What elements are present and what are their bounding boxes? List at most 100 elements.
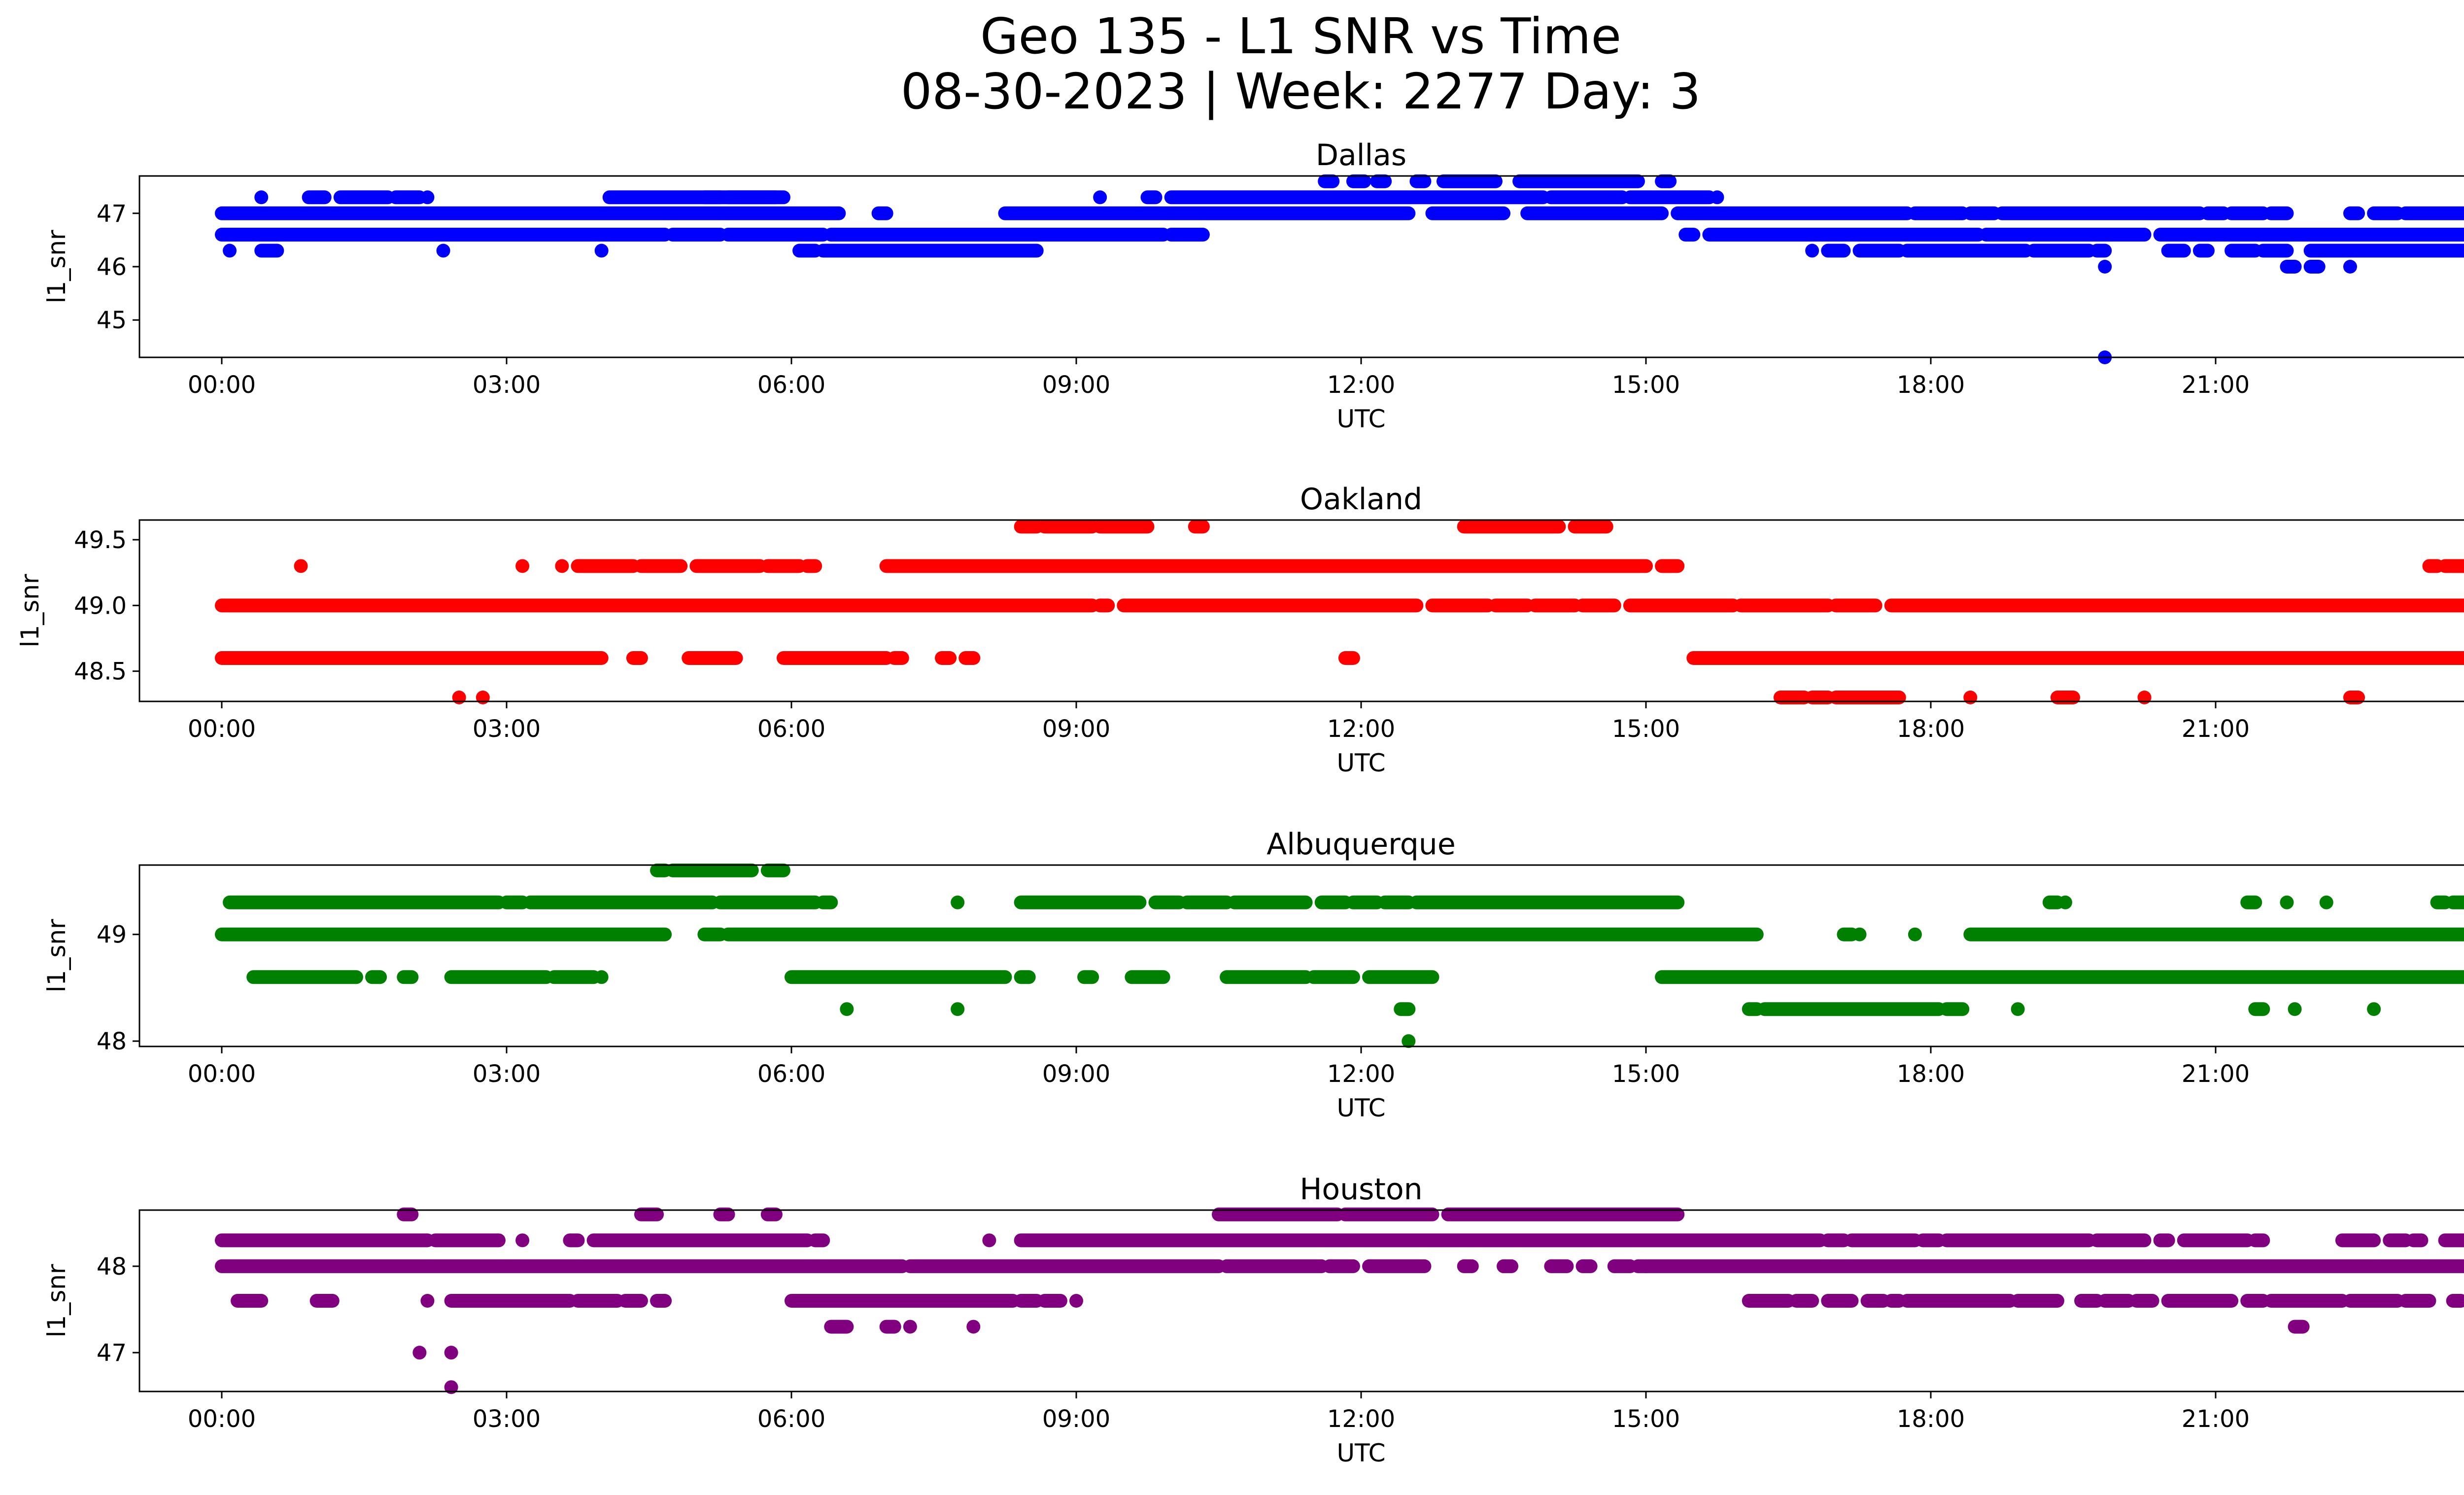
y-axis-label: l1_snr: [42, 1264, 71, 1337]
x-tick-label: 00:00: [188, 715, 256, 743]
x-tick-label: 21:00: [2182, 1405, 2250, 1433]
x-tick-label: 21:00: [2182, 1060, 2250, 1088]
x-tick-label: 18:00: [1897, 1060, 1965, 1088]
data-point: [1069, 1294, 1083, 1308]
data-point: [1402, 1034, 1416, 1048]
x-tick-label: 21:00: [2182, 371, 2250, 399]
x-tick-label: 18:00: [1897, 715, 1965, 743]
data-point: [951, 1002, 965, 1016]
data-point: [515, 1233, 530, 1248]
data-point: [1805, 243, 1819, 258]
x-tick-label: 12:00: [1327, 1405, 1395, 1433]
figure-title: Geo 135 - L1 SNR vs Time 08-30-2023 | We…: [0, 9, 2464, 119]
data-point: [903, 1320, 917, 1334]
data-point: [2098, 260, 2112, 274]
data-point: [420, 190, 435, 205]
data-point: [840, 1002, 854, 1016]
y-tick-label: 47: [97, 1339, 127, 1367]
data-point: [420, 1294, 435, 1308]
y-tick-label: 47: [97, 200, 127, 228]
x-tick-label: 09:00: [1042, 1405, 1110, 1433]
data-point: [223, 243, 237, 258]
x-tick-label: 09:00: [1042, 371, 1110, 399]
x-tick-label: 06:00: [757, 371, 825, 399]
scatter-points: [214, 1207, 2464, 1394]
x-tick-label: 03:00: [473, 1060, 541, 1088]
axes-frame: [138, 864, 2464, 1047]
x-tick-label: 03:00: [473, 715, 541, 743]
data-point: [476, 691, 490, 704]
data-point: [2137, 691, 2152, 704]
x-tick-label: 09:00: [1042, 1060, 1110, 1088]
data-point: [2280, 895, 2294, 909]
data-point: [2288, 1002, 2302, 1016]
scatter-points: [214, 863, 2464, 1048]
x-tick-label: 15:00: [1612, 715, 1680, 743]
x-tick-label: 12:00: [1327, 371, 1395, 399]
data-point: [555, 559, 569, 573]
subplot-dallas: Dallas 00:00 03:00 06:00 09:00 12:00 15:00 18:0…: [42, 138, 2464, 433]
scatter-points: [214, 520, 2464, 704]
y-axis-label: l1_snr: [42, 230, 71, 303]
x-tick-label: 12:00: [1327, 715, 1395, 743]
x-tick-label: 00:00: [188, 1405, 256, 1433]
data-point: [444, 1346, 458, 1360]
x-tick-label: 15:00: [1612, 1060, 1680, 1088]
x-axis-label: UTC: [1336, 1094, 1385, 1122]
data-point: [254, 190, 269, 205]
data-point: [966, 1320, 981, 1334]
x-axis-label: UTC: [1336, 749, 1385, 777]
subplot-title: Albuquerque: [1266, 827, 1456, 862]
data-point: [2319, 895, 2333, 909]
x-tick-label: 18:00: [1897, 1405, 1965, 1433]
x-axis-label: UTC: [1336, 1439, 1385, 1467]
subplot-houston: Houston 00:00 03:00 06:00 09:00 12:00 15:00 18:…: [42, 1172, 2464, 1467]
x-tick-label: 00:00: [188, 1060, 256, 1088]
x-tick-label: 06:00: [757, 1405, 825, 1433]
data-point: [1710, 190, 1724, 205]
subplot-albuquerque: Albuquerque 00:00 03:00 06:00 09:00 12:00 15:0…: [42, 827, 2464, 1122]
scatter-points: [214, 174, 2464, 364]
data-point: [1852, 927, 1867, 941]
x-tick-label: 06:00: [757, 715, 825, 743]
data-point: [594, 243, 609, 258]
data-point: [436, 243, 450, 258]
x-tick-label: 06:00: [757, 1060, 825, 1088]
y-tick-label: 48.5: [74, 658, 127, 686]
x-tick-label: 03:00: [473, 1405, 541, 1433]
y-tick-label: 45: [97, 307, 127, 334]
y-tick-label: 49: [97, 921, 127, 949]
y-tick-label: 49.0: [74, 592, 127, 620]
x-axis-label: UTC: [1336, 405, 1385, 433]
y-tick-label: 46: [97, 253, 127, 281]
data-point: [1093, 190, 1107, 205]
data-point: [1963, 691, 1978, 704]
subplot-title: Houston: [1300, 1172, 1422, 1207]
data-point: [951, 895, 965, 909]
data-point: [294, 559, 308, 573]
data-point: [515, 559, 530, 573]
data-point: [2367, 1002, 2381, 1016]
x-tick-label: 09:00: [1042, 715, 1110, 743]
x-tick-label: 15:00: [1612, 1405, 1680, 1433]
data-point: [1908, 927, 1922, 941]
x-tick-label: 15:00: [1612, 371, 1680, 399]
x-tick-label: 12:00: [1327, 1060, 1395, 1088]
figure-title-line1: Geo 135 - L1 SNR vs Time: [980, 7, 1621, 65]
x-tick-label: 18:00: [1897, 371, 1965, 399]
x-tick-label: 03:00: [473, 371, 541, 399]
y-tick-label: 49.5: [74, 526, 127, 554]
data-point: [982, 1233, 996, 1248]
subplot-title: Oakland: [1300, 482, 1422, 517]
data-point: [444, 1380, 458, 1394]
data-point: [412, 1346, 427, 1360]
subplot-oakland: Oakland 00:00 03:00 06:00 09:00 12:00 15:00 18:…: [16, 482, 2464, 777]
y-tick-label: 48: [97, 1253, 127, 1281]
x-tick-label: 00:00: [188, 371, 256, 399]
y-axis-label: l1_snr: [42, 919, 71, 992]
data-point: [594, 970, 609, 984]
figure-title-line2: 08-30-2023 | Week: 2277 Day: 3: [900, 63, 1701, 120]
data-point: [452, 691, 466, 704]
